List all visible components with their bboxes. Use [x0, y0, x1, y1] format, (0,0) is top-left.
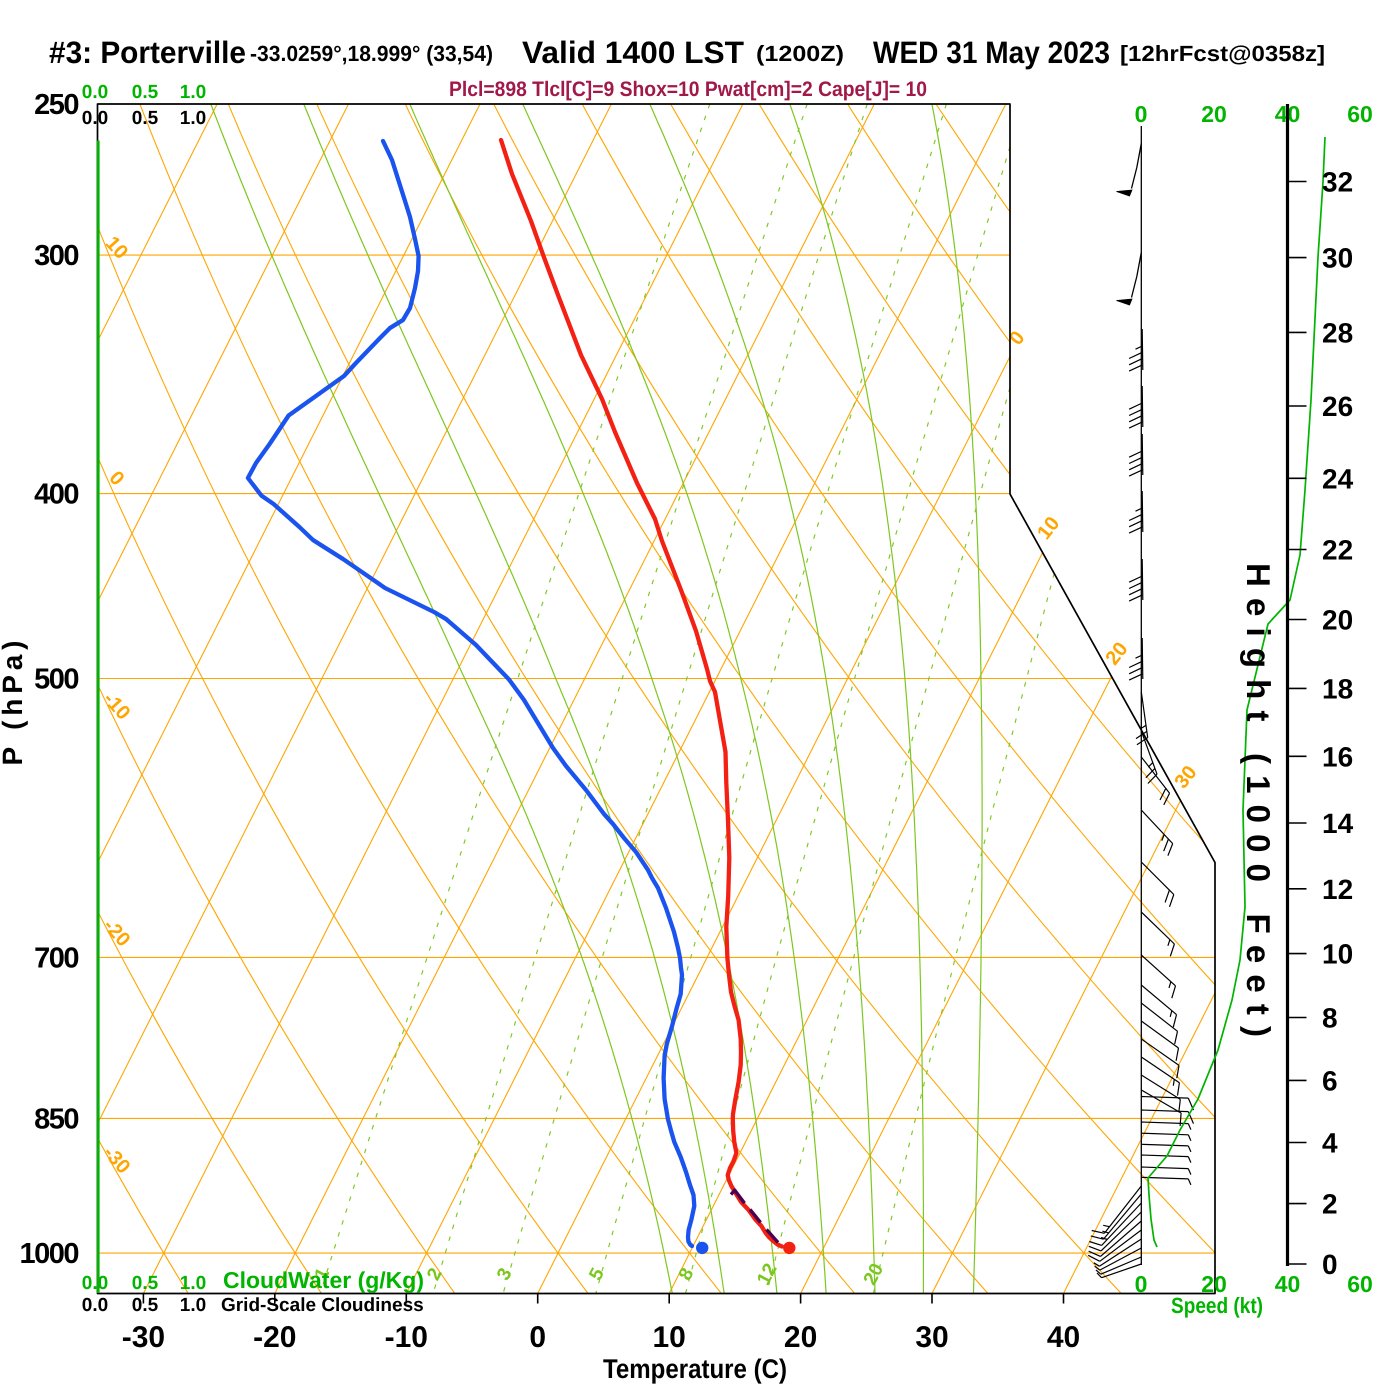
- svg-text:10: 10: [653, 1321, 686, 1354]
- svg-text:700: 700: [34, 942, 78, 974]
- svg-text:10: 10: [1322, 939, 1353, 970]
- svg-text:40: 40: [1275, 1271, 1301, 1297]
- svg-text:26: 26: [1322, 391, 1353, 422]
- svg-text:-20: -20: [253, 1321, 296, 1354]
- svg-text:0: 0: [529, 1321, 546, 1354]
- svg-text:0.0: 0.0: [82, 1295, 108, 1316]
- svg-text:-10: -10: [385, 1321, 428, 1354]
- svg-text:0.5: 0.5: [132, 1273, 159, 1294]
- svg-text:500: 500: [34, 664, 78, 696]
- svg-text:8: 8: [1322, 1003, 1338, 1034]
- svg-text:0.0: 0.0: [82, 82, 108, 103]
- svg-text:28: 28: [1322, 317, 1353, 348]
- svg-text:[12hrFcst@0358z]: [12hrFcst@0358z]: [1120, 41, 1325, 66]
- svg-text:1000: 1000: [19, 1238, 78, 1270]
- svg-text:1.0: 1.0: [180, 1273, 206, 1294]
- svg-text:20: 20: [784, 1321, 817, 1354]
- svg-text:30: 30: [915, 1321, 948, 1354]
- svg-text:0: 0: [1135, 1271, 1148, 1297]
- svg-text:20: 20: [1201, 1271, 1227, 1297]
- svg-text:Speed (kt): Speed (kt): [1171, 1293, 1263, 1318]
- svg-text:14: 14: [1322, 808, 1354, 839]
- svg-text:(1200Z): (1200Z): [756, 41, 844, 66]
- svg-text:Plcl=898 Tlcl[C]=9 Shox=10 Pwa: Plcl=898 Tlcl[C]=9 Shox=10 Pwat[cm]=2 Ca…: [449, 78, 927, 101]
- svg-text:0: 0: [1135, 101, 1148, 127]
- svg-text:1.0: 1.0: [180, 108, 206, 129]
- svg-text:#3: Porterville: #3: Porterville: [49, 35, 246, 70]
- svg-text:32: 32: [1322, 167, 1353, 198]
- svg-text:22: 22: [1322, 535, 1353, 566]
- svg-text:-30: -30: [122, 1321, 165, 1354]
- svg-text:0.0: 0.0: [82, 108, 108, 129]
- svg-text:300: 300: [34, 240, 78, 272]
- svg-text:18: 18: [1322, 673, 1353, 704]
- svg-text:WED 31 May 2023: WED 31 May 2023: [873, 35, 1110, 70]
- svg-text:0: 0: [1322, 1249, 1338, 1280]
- svg-text:20: 20: [1201, 101, 1227, 127]
- svg-text:250: 250: [34, 89, 78, 121]
- svg-text:20: 20: [1322, 605, 1353, 636]
- svg-text:60: 60: [1347, 101, 1373, 127]
- svg-text:6: 6: [1322, 1065, 1338, 1096]
- svg-text:Temperature (C): Temperature (C): [603, 1354, 787, 1384]
- svg-text:30: 30: [1322, 243, 1353, 274]
- svg-text:0.0: 0.0: [82, 1273, 108, 1294]
- svg-text:1.0: 1.0: [180, 1295, 206, 1316]
- svg-text:850: 850: [34, 1103, 78, 1135]
- svg-text:-33.0259°,18.999° (33,54): -33.0259°,18.999° (33,54): [250, 41, 493, 66]
- svg-text:12: 12: [1322, 874, 1353, 905]
- svg-text:1.0: 1.0: [180, 82, 206, 103]
- svg-text:CloudWater (g/Kg): CloudWater (g/Kg): [223, 1267, 424, 1293]
- svg-text:0.5: 0.5: [132, 1295, 159, 1316]
- svg-text:Valid 1400 LST: Valid 1400 LST: [522, 35, 744, 70]
- svg-text:0.5: 0.5: [132, 82, 159, 103]
- svg-text:Grid-Scale Cloudiness: Grid-Scale Cloudiness: [221, 1295, 424, 1316]
- svg-text:4: 4: [1322, 1128, 1338, 1159]
- svg-text:24: 24: [1322, 463, 1354, 494]
- svg-text:60: 60: [1347, 1271, 1373, 1297]
- svg-text:16: 16: [1322, 741, 1353, 772]
- svg-text:2: 2: [1322, 1189, 1338, 1220]
- svg-text:0.5: 0.5: [132, 108, 159, 129]
- svg-text:40: 40: [1047, 1321, 1080, 1354]
- svg-text:400: 400: [34, 479, 78, 511]
